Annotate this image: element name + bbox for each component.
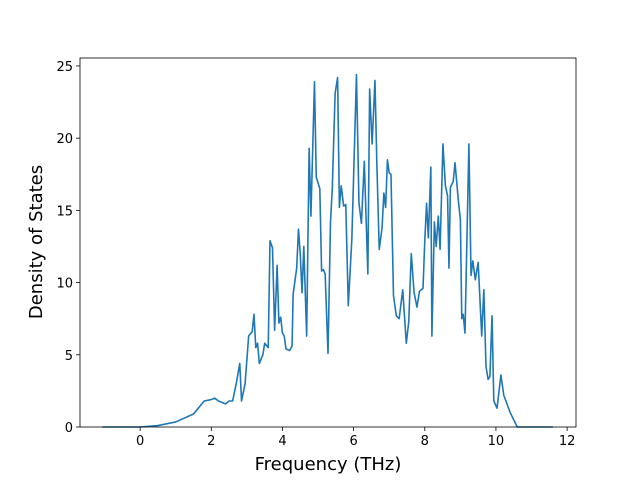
x-tick-label: 4 [278, 434, 286, 449]
x-tick-label: 6 [349, 434, 357, 449]
x-tick-label: 12 [559, 434, 576, 449]
y-tick-label: 20 [56, 132, 73, 147]
plot-frame [79, 57, 577, 428]
x-tick-label: 0 [136, 434, 144, 449]
y-tick-label: 15 [56, 204, 73, 219]
x-tick-label: 8 [421, 434, 429, 449]
x-axis-label: Frequency (THz) [255, 454, 402, 475]
x-tick-label: 2 [207, 434, 215, 449]
y-tick-label: 5 [65, 349, 73, 364]
y-tick-label: 10 [56, 277, 73, 292]
y-tick-label: 0 [65, 421, 73, 436]
data-line [102, 73, 553, 428]
y-axis-label: Density of States [26, 165, 47, 319]
x-tick-label: 10 [488, 434, 505, 449]
y-tick-label: 25 [56, 60, 73, 75]
